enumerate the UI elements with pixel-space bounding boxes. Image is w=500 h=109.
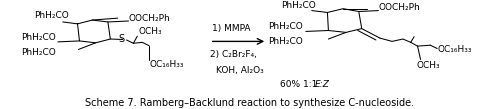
Text: PhH₂CO: PhH₂CO [268, 37, 304, 46]
Text: OOCH₂Ph: OOCH₂Ph [128, 14, 170, 23]
Text: S: S [118, 34, 124, 44]
Text: PhH₂CO: PhH₂CO [268, 22, 304, 31]
Text: PhH₂CO: PhH₂CO [20, 48, 56, 57]
Text: 60% 1:1: 60% 1:1 [280, 80, 320, 89]
Text: OC₁₆H₃₃: OC₁₆H₃₃ [150, 60, 184, 69]
Text: OCH₃: OCH₃ [416, 61, 440, 70]
Text: PhH₂CO: PhH₂CO [20, 33, 56, 42]
Text: OC₁₆H₃₃: OC₁₆H₃₃ [437, 45, 472, 54]
Text: E:Z: E:Z [315, 80, 330, 89]
Text: PhH₂CO: PhH₂CO [34, 11, 69, 20]
Text: Scheme 7. Ramberg–Backlund reaction to synthesize C-nucleoside.: Scheme 7. Ramberg–Backlund reaction to s… [86, 98, 414, 108]
Text: PhH₂CO: PhH₂CO [282, 1, 316, 10]
Text: 1) MMPA: 1) MMPA [212, 24, 250, 33]
Text: KOH, Al₂O₃: KOH, Al₂O₃ [216, 66, 264, 75]
Text: OCH₃: OCH₃ [138, 27, 162, 36]
Text: 2) C₂Br₂F₄,: 2) C₂Br₂F₄, [210, 50, 256, 59]
Text: OOCH₂Ph: OOCH₂Ph [378, 3, 420, 12]
